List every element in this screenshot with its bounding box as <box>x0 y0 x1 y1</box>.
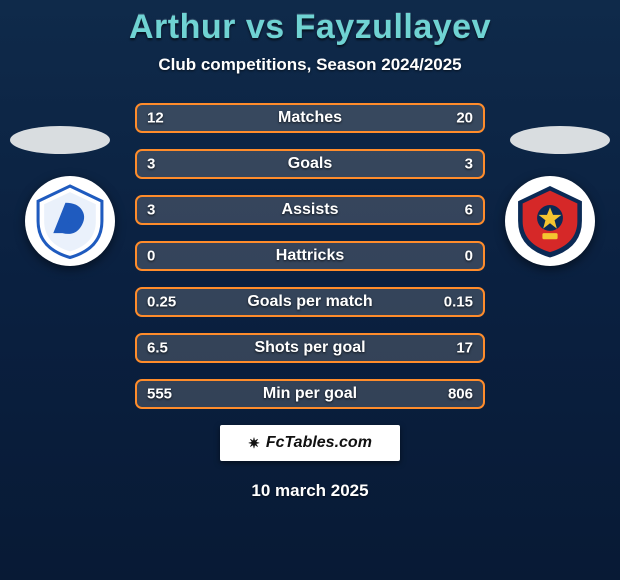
player-badge-right <box>510 126 610 154</box>
stat-row: 3 6 Assists <box>135 195 485 225</box>
stat-value-right: 17 <box>456 340 473 357</box>
cska-logo-icon <box>512 183 588 259</box>
stat-row: 555 806 Min per goal <box>135 379 485 409</box>
branding-text: FcTables.com <box>266 434 372 452</box>
stat-label: Min per goal <box>263 385 357 403</box>
stat-label: Shots per goal <box>254 339 365 357</box>
stat-label: Matches <box>278 109 342 127</box>
stat-value-left: 3 <box>147 202 155 219</box>
stat-value-right: 806 <box>448 386 473 403</box>
stat-value-right: 0 <box>465 248 473 265</box>
subtitle: Club competitions, Season 2024/2025 <box>0 55 620 75</box>
stat-value-left: 3 <box>147 156 155 173</box>
stat-row: 0 0 Hattricks <box>135 241 485 271</box>
stat-fill-right <box>310 151 483 177</box>
branding-icon: ✷ <box>248 435 260 452</box>
branding-badge[interactable]: ✷ FcTables.com <box>220 425 400 461</box>
stat-fill-left <box>137 151 310 177</box>
stat-value-left: 555 <box>147 386 172 403</box>
page-title: Arthur vs Fayzullayev <box>0 8 620 47</box>
stat-row: 3 3 Goals <box>135 149 485 179</box>
stat-label: Goals per match <box>247 293 372 311</box>
stat-value-left: 12 <box>147 110 164 127</box>
stat-value-left: 0.25 <box>147 294 176 311</box>
stats-bars: 12 20 Matches 3 3 Goals 3 6 Assists 0 0 Hattricks 0.… <box>135 103 485 409</box>
stat-row: 6.5 17 Shots per goal <box>135 333 485 363</box>
stat-label: Assists <box>282 201 339 219</box>
team-logo-right <box>505 176 595 266</box>
player-badge-left <box>10 126 110 154</box>
stat-label: Goals <box>288 155 332 173</box>
stat-value-left: 6.5 <box>147 340 168 357</box>
dinamo-logo-icon <box>32 183 108 259</box>
stat-value-right: 20 <box>456 110 473 127</box>
stat-row: 0.25 0.15 Goals per match <box>135 287 485 317</box>
stat-value-left: 0 <box>147 248 155 265</box>
stat-value-right: 6 <box>465 202 473 219</box>
team-logo-left <box>25 176 115 266</box>
stat-row: 12 20 Matches <box>135 103 485 133</box>
date-text: 10 march 2025 <box>0 481 620 501</box>
stat-value-right: 3 <box>465 156 473 173</box>
stat-value-right: 0.15 <box>444 294 473 311</box>
stat-label: Hattricks <box>276 247 344 265</box>
